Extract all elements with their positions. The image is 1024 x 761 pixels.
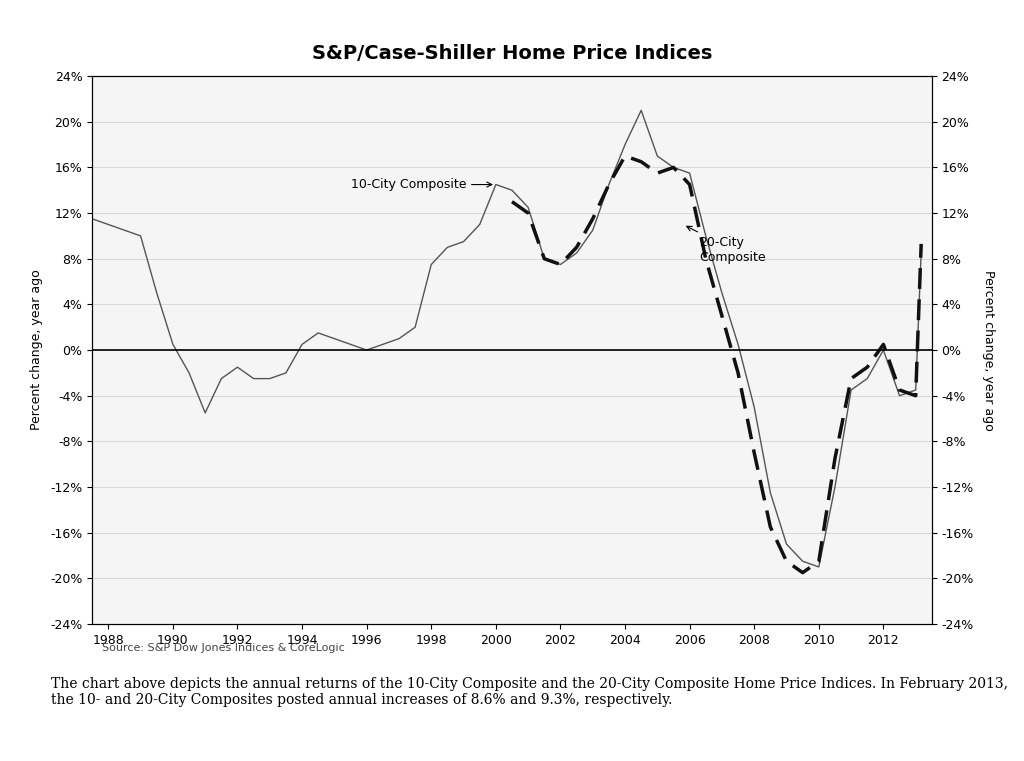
Text: S&P/Case-Shiller Home Price Indices: S&P/Case-Shiller Home Price Indices <box>312 44 712 62</box>
Text: Source: S&P Dow Jones Indices & CoreLogic: Source: S&P Dow Jones Indices & CoreLogi… <box>102 643 345 653</box>
Text: 10-City Composite: 10-City Composite <box>350 178 492 191</box>
Y-axis label: Percent change, year ago: Percent change, year ago <box>982 269 994 431</box>
Text: The chart above depicts the annual returns of the 10-City Composite and the 20-C: The chart above depicts the annual retur… <box>51 677 1009 708</box>
Y-axis label: Percent change, year ago: Percent change, year ago <box>30 269 43 431</box>
Text: 20-City
Composite: 20-City Composite <box>687 226 766 264</box>
